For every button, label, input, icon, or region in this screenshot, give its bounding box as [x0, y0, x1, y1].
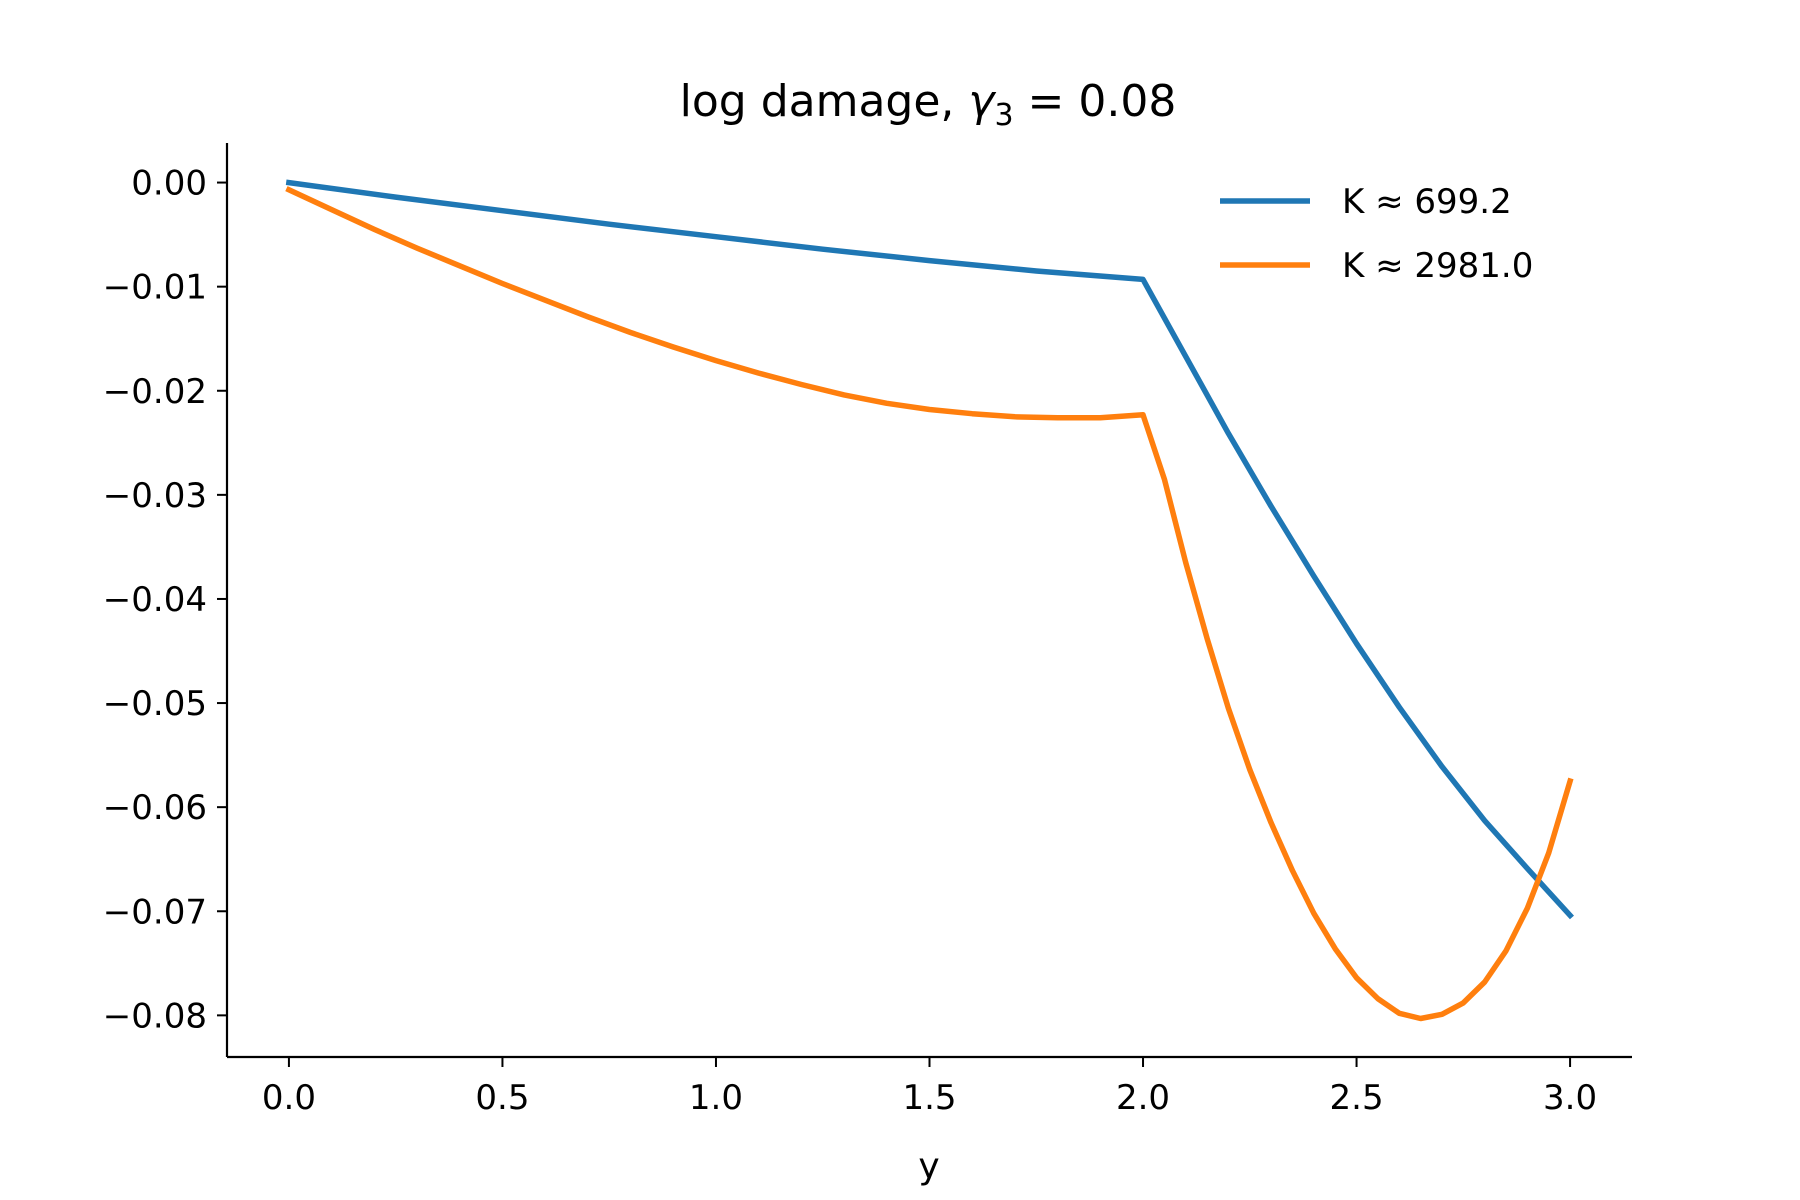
y-tick-label: −0.04 [103, 580, 207, 620]
title-symbol: γ [968, 76, 996, 127]
y-tick-label: −0.06 [103, 788, 207, 828]
legend-label-2: K ≈ 2981.0 [1342, 246, 1533, 286]
title-subscript: 3 [994, 98, 1013, 133]
title-rest: = 0.08 [1014, 76, 1177, 127]
x-tick-label: 2.5 [1330, 1078, 1384, 1118]
x-tick-label: 2.0 [1116, 1078, 1170, 1118]
legend-label-1: K ≈ 699.2 [1342, 182, 1512, 222]
y-tick-label: −0.08 [103, 996, 207, 1036]
legend: K ≈ 699.2 K ≈ 2981.0 [1220, 182, 1533, 286]
title-text: log damage, [680, 76, 969, 127]
y-tick-label: 0.00 [131, 164, 207, 204]
x-axis-label: y [918, 1146, 939, 1187]
x-tick-label: 0.0 [262, 1078, 316, 1118]
x-tick-label: 0.5 [475, 1078, 529, 1118]
x-axis-ticks: 0.0 0.5 1.0 1.5 2.0 2.5 3.0 [262, 1057, 1597, 1118]
series-line-1 [285, 179, 1574, 920]
y-tick-label: −0.03 [103, 476, 207, 516]
x-tick-label: 3.0 [1543, 1078, 1597, 1118]
y-tick-label: −0.07 [103, 892, 207, 932]
x-tick-label: 1.5 [902, 1078, 956, 1118]
y-axis-ticks: 0.00 −0.01 −0.02 −0.03 −0.04 −0.05 −0.06 −0.07 −… [103, 164, 227, 1036]
plot-lines [285, 179, 1574, 1022]
x-tick-label: 1.0 [689, 1078, 743, 1118]
series-line-2 [285, 186, 1574, 1022]
y-tick-label: −0.01 [103, 268, 207, 308]
y-tick-label: −0.02 [103, 372, 207, 412]
chart-title: log damage, γ3 = 0.08 [680, 76, 1177, 133]
y-tick-label: −0.05 [103, 684, 207, 724]
